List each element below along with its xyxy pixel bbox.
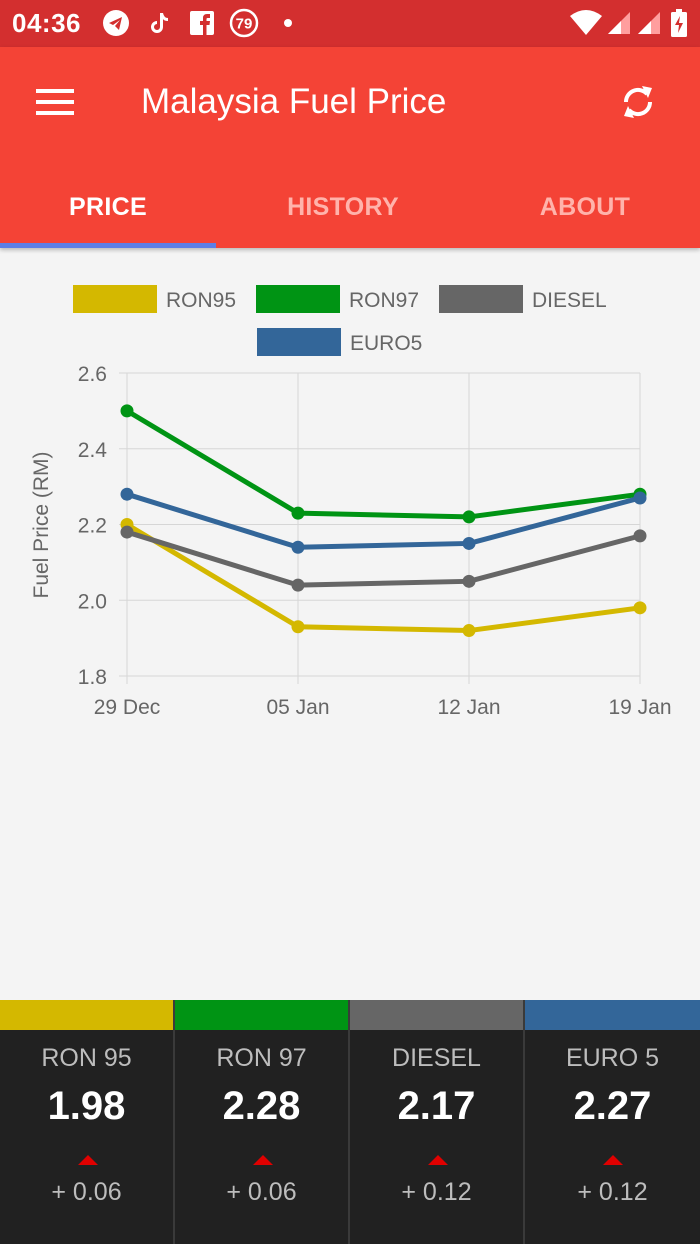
data-point-diesel[interactable] bbox=[462, 574, 476, 588]
refresh-icon bbox=[623, 86, 653, 118]
price-change: + 0.06 bbox=[51, 1178, 122, 1206]
price-up-arrow-icon bbox=[428, 1155, 448, 1165]
legend-swatch-diesel bbox=[439, 285, 523, 313]
tab-price-label: PRICE bbox=[69, 193, 147, 221]
fuel-price: 2.27 bbox=[573, 1084, 652, 1128]
data-point-ron95[interactable] bbox=[291, 620, 305, 634]
price-up-arrow-icon bbox=[78, 1155, 98, 1165]
series-line-euro5 bbox=[126, 491, 641, 550]
price-up-arrow-icon bbox=[253, 1155, 273, 1165]
app-bar: Malaysia Fuel Price PRICE HISTORY ABOUT bbox=[0, 47, 700, 248]
data-point-diesel[interactable] bbox=[291, 578, 305, 592]
price-card-diesel[interactable]: DIESEL 2.17 + 0.12 bbox=[350, 1000, 525, 1244]
data-point-ron95[interactable] bbox=[462, 624, 476, 638]
status-bar: 04:36 79 bbox=[0, 0, 700, 47]
dot-icon bbox=[282, 9, 294, 37]
data-point-diesel[interactable] bbox=[120, 525, 134, 539]
telegram-icon bbox=[102, 9, 130, 37]
data-point-diesel[interactable] bbox=[633, 529, 647, 543]
price-card-color-bar bbox=[350, 1000, 523, 1030]
price-card-ron97[interactable]: RON 97 2.28 + 0.06 bbox=[175, 1000, 350, 1244]
signal-icon bbox=[636, 9, 662, 37]
legend-label-diesel: DIESEL bbox=[532, 289, 607, 312]
tab-history[interactable]: HISTORY bbox=[216, 167, 470, 248]
data-point-ron97[interactable] bbox=[291, 506, 305, 520]
data-point-euro5[interactable] bbox=[462, 536, 476, 550]
y-axis-label: Fuel Price (RM) bbox=[30, 451, 53, 598]
fuel-price: 2.17 bbox=[397, 1084, 476, 1128]
series-line-ron95 bbox=[125, 522, 641, 634]
legend-label-euro5: EURO5 bbox=[350, 332, 422, 355]
fuel-price: 2.28 bbox=[222, 1084, 301, 1128]
legend-label-ron97: RON97 bbox=[349, 289, 419, 312]
data-point-ron97[interactable] bbox=[120, 404, 134, 418]
data-point-euro5[interactable] bbox=[633, 491, 647, 505]
data-point-euro5[interactable] bbox=[120, 487, 134, 501]
x-tick-label: 19 Jan bbox=[608, 696, 671, 719]
app-title: Malaysia Fuel Price bbox=[141, 82, 447, 121]
refresh-button[interactable] bbox=[612, 77, 664, 127]
menu-button[interactable] bbox=[30, 77, 80, 127]
wifi-icon bbox=[568, 9, 604, 37]
tab-history-label: HISTORY bbox=[287, 193, 399, 221]
legend-swatch-ron95 bbox=[73, 285, 157, 313]
price-card-color-bar bbox=[525, 1000, 700, 1030]
tab-about-label: ABOUT bbox=[539, 193, 631, 221]
status-time: 04:36 bbox=[12, 8, 81, 38]
price-card-color-bar bbox=[0, 1000, 173, 1030]
y-tick-label: 2.4 bbox=[78, 439, 108, 462]
price-card-euro5[interactable]: EURO 5 2.27 + 0.12 bbox=[525, 1000, 700, 1244]
legend-label-ron95: RON95 bbox=[166, 289, 236, 312]
x-tick-label: 05 Jan bbox=[266, 696, 329, 719]
price-card-ron95[interactable]: RON 95 1.98 + 0.06 bbox=[0, 1000, 175, 1244]
line-chart: RON95 RON97 DIESEL EURO5 2.6 2.4 2.2 2.0 1.8 29 … bbox=[30, 285, 672, 719]
data-point-ron95[interactable] bbox=[633, 601, 647, 615]
fuel-name: DIESEL bbox=[392, 1044, 481, 1072]
fuel-price: 1.98 bbox=[47, 1084, 126, 1128]
signal-icon bbox=[606, 9, 632, 37]
data-point-euro5[interactable] bbox=[291, 540, 305, 554]
y-tick-label: 2.2 bbox=[78, 515, 107, 538]
series-line-diesel bbox=[126, 529, 641, 588]
y-tick-label: 2.0 bbox=[78, 590, 107, 613]
price-chart: RON95 RON97 DIESEL EURO5 2.6 2.4 2.2 2.0 1.8 29 … bbox=[0, 260, 700, 730]
fuel-name: RON 95 bbox=[41, 1044, 132, 1072]
tab-about[interactable]: ABOUT bbox=[470, 167, 700, 248]
y-tick-label: 1.8 bbox=[78, 666, 107, 689]
legend-swatch-euro5 bbox=[257, 328, 341, 356]
tab-price[interactable]: PRICE bbox=[0, 167, 216, 248]
badge-79-icon: 79 bbox=[229, 8, 259, 38]
price-card-color-bar bbox=[175, 1000, 348, 1030]
tiktok-icon bbox=[147, 9, 171, 37]
series-line-ron97 bbox=[125, 408, 641, 520]
tab-indicator bbox=[0, 243, 216, 248]
facebook-icon bbox=[188, 9, 216, 37]
badge-79-text: 79 bbox=[236, 16, 253, 33]
tab-bar: PRICE HISTORY ABOUT bbox=[0, 167, 700, 248]
price-change: + 0.12 bbox=[401, 1178, 472, 1206]
price-summary-panel: RON 95 1.98 + 0.06 RON 97 2.28 + 0.06 DI… bbox=[0, 1000, 700, 1244]
fuel-name: EURO 5 bbox=[565, 1044, 660, 1072]
data-point-ron97[interactable] bbox=[462, 510, 476, 524]
hamburger-menu-icon bbox=[36, 89, 74, 115]
x-tick-label: 29 Dec bbox=[94, 696, 161, 719]
price-change: + 0.12 bbox=[577, 1178, 648, 1206]
fuel-name: RON 97 bbox=[216, 1044, 307, 1072]
y-tick-label: 2.6 bbox=[78, 363, 107, 386]
price-change: + 0.06 bbox=[226, 1178, 297, 1206]
x-tick-label: 12 Jan bbox=[437, 696, 500, 719]
battery-charging-icon bbox=[670, 9, 688, 37]
legend-swatch-ron97 bbox=[256, 285, 340, 313]
price-up-arrow-icon bbox=[603, 1155, 623, 1165]
